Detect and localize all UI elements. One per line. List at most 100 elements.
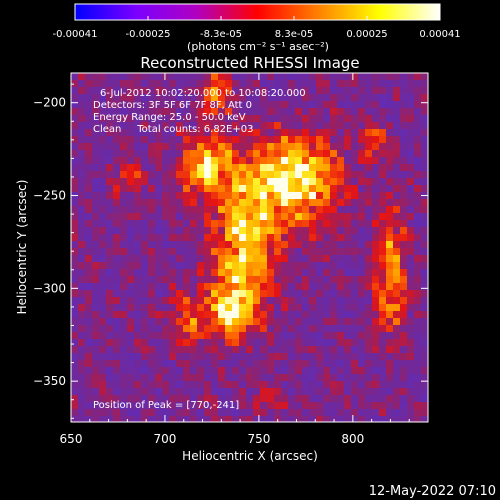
heatmap-cell (148, 283, 156, 291)
heatmap-cell (337, 136, 345, 144)
heatmap-cell (337, 332, 345, 340)
heatmap-cell (120, 248, 128, 256)
colorbar-tick-label: -0.00041 (53, 29, 98, 40)
heatmap-cell (218, 374, 226, 382)
heatmap-cell (330, 318, 338, 326)
heatmap-cell (113, 262, 121, 270)
heatmap-cell (253, 388, 261, 396)
heatmap-cell (71, 143, 79, 151)
heatmap-cell (204, 311, 212, 319)
heatmap-cell (225, 318, 233, 326)
heatmap-cell (183, 122, 191, 130)
heatmap-cell (106, 73, 114, 81)
y-tick-label: −300 (33, 281, 66, 295)
heatmap-cell (120, 346, 128, 354)
heatmap-cell (155, 262, 163, 270)
heatmap-cell (232, 255, 240, 263)
heatmap-cell (141, 318, 149, 326)
heatmap-cell (274, 115, 282, 123)
heatmap-cell (407, 248, 415, 256)
x-tick-label: 650 (60, 432, 83, 446)
heatmap-cell (134, 192, 142, 200)
heatmap-cell (127, 248, 135, 256)
heatmap-cell (99, 388, 107, 396)
heatmap-cell (421, 122, 428, 130)
heatmap-cell (134, 115, 142, 123)
heatmap-cell (134, 269, 142, 277)
heatmap-cell (344, 381, 352, 389)
heatmap-cell (358, 255, 366, 263)
heatmap-cell (225, 101, 233, 109)
heatmap-cell (330, 73, 338, 81)
heatmap-cell (134, 290, 142, 298)
heatmap-cell (71, 360, 79, 368)
heatmap-cell (162, 325, 170, 333)
heatmap-cell (316, 395, 324, 403)
heatmap-cell (351, 388, 359, 396)
heatmap-cell (127, 367, 135, 375)
heatmap-cell (113, 192, 121, 200)
heatmap-cell (400, 122, 408, 130)
heatmap-cell (106, 255, 114, 263)
heatmap-cell (71, 80, 79, 88)
heatmap-cell (379, 94, 387, 102)
heatmap-cell (344, 255, 352, 263)
heatmap-cell (295, 290, 303, 298)
heatmap-cell (365, 290, 373, 298)
heatmap-cell (99, 136, 107, 144)
heatmap-cell (372, 409, 380, 417)
heatmap-cell (134, 157, 142, 165)
heatmap-cell (386, 213, 394, 221)
heatmap-cell (127, 122, 135, 130)
heatmap-cell (85, 374, 93, 382)
heatmap-cell (309, 283, 317, 291)
heatmap-cell (302, 94, 310, 102)
heatmap-cell (183, 297, 191, 305)
heatmap-cell (393, 206, 401, 214)
heatmap-cell (330, 199, 338, 207)
heatmap-cell (211, 136, 219, 144)
heatmap-cell (421, 367, 428, 375)
heatmap-cell (316, 178, 324, 186)
heatmap-cell (414, 220, 422, 228)
heatmap-cell (197, 311, 205, 319)
heatmap-cell (239, 227, 247, 235)
heatmap-cell (134, 381, 142, 389)
heatmap-cell (232, 276, 240, 284)
heatmap-cell (155, 234, 163, 242)
colorbar-tick-label: 8.3e-05 (275, 29, 313, 40)
heatmap-cell (148, 409, 156, 417)
heatmap-cell (162, 374, 170, 382)
heatmap-cell (78, 262, 86, 270)
heatmap-cell (141, 360, 149, 368)
heatmap-cell (337, 199, 345, 207)
heatmap-cell (393, 199, 401, 207)
heatmap-cell (92, 395, 100, 403)
heatmap-cell (351, 395, 359, 403)
heatmap-cell (274, 143, 282, 151)
heatmap-cell (309, 248, 317, 256)
heatmap-cell (232, 374, 240, 382)
heatmap-cell (190, 185, 198, 193)
heatmap-cell (295, 115, 303, 123)
heatmap-cell (99, 346, 107, 354)
heatmap-cell (239, 157, 247, 165)
heatmap-cell (141, 108, 149, 116)
heatmap-cell (113, 101, 121, 109)
heatmap-cell (351, 311, 359, 319)
heatmap-cell (218, 185, 226, 193)
heatmap-cell (407, 241, 415, 249)
heatmap-cell (232, 269, 240, 277)
heatmap-cell (393, 87, 401, 95)
heatmap-cell (309, 388, 317, 396)
heatmap-cell (211, 339, 219, 347)
heatmap-cell (253, 367, 261, 375)
heatmap-cell (120, 157, 128, 165)
heatmap-cell (372, 311, 380, 319)
heatmap-cell (365, 143, 373, 151)
heatmap-cell (197, 402, 205, 410)
heatmap-cell (176, 220, 184, 228)
heatmap-cell (169, 206, 177, 214)
heatmap-cell (414, 269, 422, 277)
heatmap-cell (155, 367, 163, 375)
